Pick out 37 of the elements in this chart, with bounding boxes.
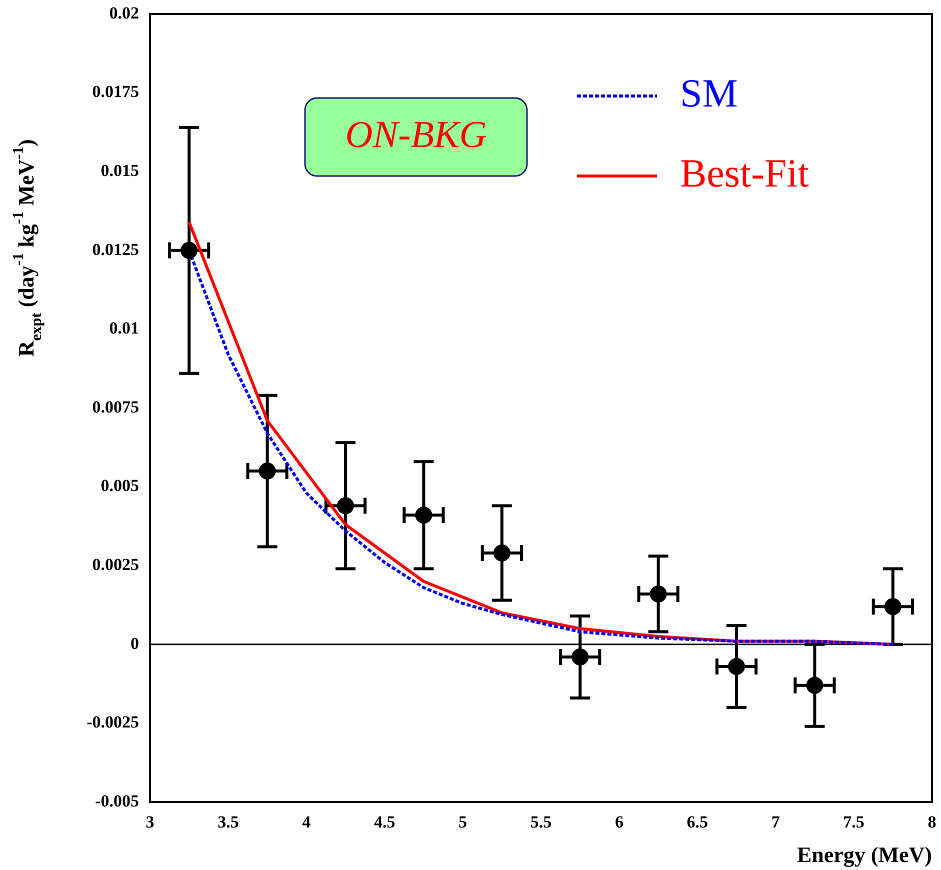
x-tick-label: 5 <box>458 812 468 832</box>
point <box>493 544 510 562</box>
x-tick-label: 3.5 <box>218 812 239 832</box>
x-tick-label: 4 <box>302 812 312 832</box>
point <box>650 585 667 602</box>
point <box>572 648 589 666</box>
annotation: ON-BKG <box>345 114 487 156</box>
x-tick-label: 7.5 <box>843 812 864 832</box>
y-tick-label: 0.01 <box>109 318 139 338</box>
y-tick-label: 0.0175 <box>92 82 139 102</box>
point <box>258 462 276 480</box>
text: Rexpt (day-1 kg-1 MeV-1) <box>10 139 45 357</box>
y-tick-label: 0.0025 <box>92 554 139 574</box>
y-tick-label: 0.02 <box>109 3 139 22</box>
x-tick-label: 3 <box>146 812 154 832</box>
x-tick-label: 6 <box>614 812 624 832</box>
x-tick-label: 8 <box>928 812 936 832</box>
x-tick-label: 4.5 <box>374 812 396 832</box>
point <box>884 598 902 616</box>
y-tick-label: 0.005 <box>100 476 139 496</box>
x-tick-label: 7 <box>771 812 780 832</box>
x-tick-label: 5.5 <box>530 812 552 832</box>
y-tick-label: 0 <box>130 634 139 653</box>
y-tick-label: -0.005 <box>95 791 139 810</box>
y-tick-label: 0.0125 <box>92 240 139 259</box>
point <box>180 242 198 259</box>
point <box>415 506 432 524</box>
y-tick-label: 0.015 <box>100 160 139 180</box>
point <box>728 658 745 675</box>
legend-label: Best-Fit <box>680 150 809 196</box>
y-tick-label: 0.0075 <box>92 397 139 416</box>
point <box>806 676 824 694</box>
y-tick-label: -0.0025 <box>86 712 139 732</box>
x-axis-title: Energy (MeV) <box>796 842 932 867</box>
x-tick-label: 6.5 <box>686 812 708 832</box>
legend-label: SM <box>680 70 738 116</box>
point <box>337 497 354 514</box>
